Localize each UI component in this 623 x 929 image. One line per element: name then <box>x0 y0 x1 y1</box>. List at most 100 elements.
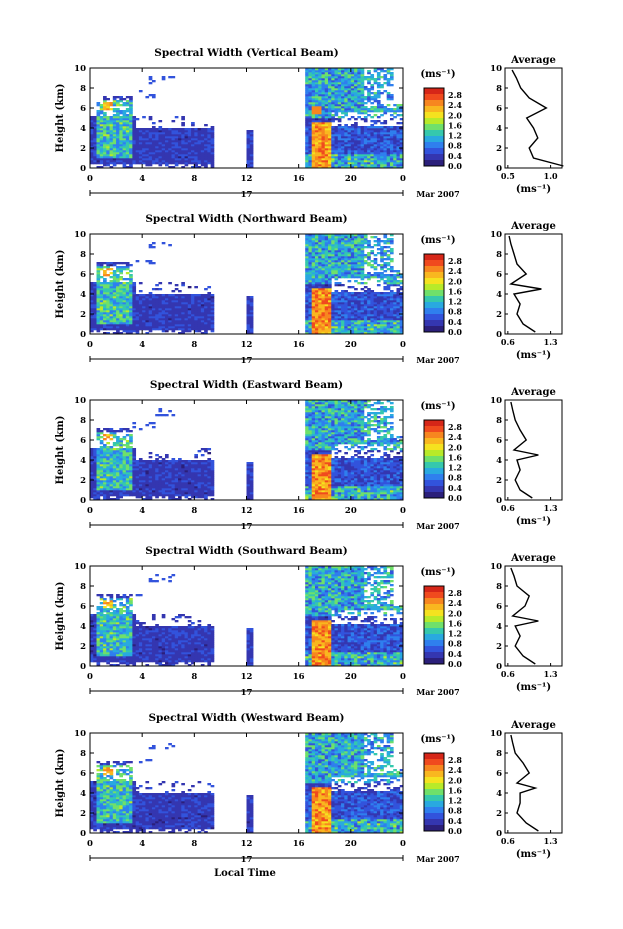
heatmap-cell <box>204 132 208 135</box>
heatmap-cell <box>109 138 114 141</box>
heatmap-cell <box>119 304 123 307</box>
heatmap-cell <box>363 320 368 323</box>
heatmap-cell <box>373 126 378 129</box>
heatmap-cell <box>151 160 156 163</box>
heatmap-cell <box>135 160 140 163</box>
heatmap-cell <box>308 270 313 273</box>
heatmap-cell <box>328 76 332 79</box>
heatmap-cell <box>360 278 365 281</box>
heatmap-cell <box>363 312 368 315</box>
heatmap-cell <box>373 304 378 307</box>
heatmap-cell <box>314 260 319 263</box>
heatmap-cell <box>328 276 332 279</box>
heatmap-cell <box>109 294 114 297</box>
heatmap-cell <box>132 292 137 295</box>
heatmap-cell <box>187 158 192 161</box>
heatmap-cell <box>145 136 150 139</box>
heatmap-cell <box>354 314 358 317</box>
heatmap-cell <box>122 158 127 161</box>
heatmap-cell <box>344 292 348 295</box>
heatmap-cell <box>344 328 348 331</box>
heatmap-cell <box>125 326 130 329</box>
heatmap-cell <box>116 326 120 329</box>
heatmap-cell <box>109 282 114 285</box>
heatmap-cell <box>122 114 127 117</box>
heatmap-cell <box>96 282 101 285</box>
heatmap-cell <box>347 158 352 161</box>
heatmap-cell <box>360 158 365 161</box>
heatmap-cell <box>148 262 153 265</box>
heatmap-cell <box>373 162 378 165</box>
heatmap-cell <box>344 140 348 143</box>
heatmap-cell <box>129 156 133 159</box>
heatmap-cell <box>367 128 371 131</box>
heatmap-cell <box>122 266 127 269</box>
heatmap-cell <box>350 250 355 253</box>
heatmap-cell <box>249 166 254 169</box>
heatmap-cell <box>103 150 107 153</box>
heatmap-cell <box>305 84 309 87</box>
heatmap-cell <box>103 158 107 161</box>
heatmap-cell <box>197 302 202 305</box>
heatmap-cell <box>367 96 371 99</box>
heatmap-cell <box>331 162 335 165</box>
heatmap-cell <box>207 286 212 289</box>
heatmap-cell <box>109 102 114 105</box>
heatmap-cell <box>125 464 130 467</box>
heatmap-cell <box>181 284 185 287</box>
heatmap-cell <box>380 314 384 317</box>
heatmap-cell <box>151 262 156 265</box>
heatmap-cell <box>96 144 101 147</box>
heatmap-cell <box>318 88 322 91</box>
heatmap-cell <box>135 296 140 299</box>
heatmap-cell <box>90 480 94 483</box>
heatmap-cell <box>350 94 355 97</box>
heatmap-cell <box>197 152 202 155</box>
heatmap-cell <box>314 100 319 103</box>
heatmap-cell <box>210 142 215 145</box>
heatmap-cell <box>142 318 146 321</box>
heatmap-cell <box>181 160 185 163</box>
heatmap-cell <box>321 68 326 71</box>
heatmap-cell <box>96 438 101 441</box>
heatmap-cell <box>389 162 394 165</box>
heatmap-cell <box>386 164 391 167</box>
heatmap-cell <box>106 128 110 131</box>
heatmap-cell <box>90 288 94 291</box>
heatmap-cell <box>344 76 348 79</box>
heatmap-cell <box>194 326 198 329</box>
heatmap-cell <box>200 162 205 165</box>
heatmap-cell <box>324 260 329 263</box>
heatmap-cell <box>393 162 397 165</box>
heatmap-cell <box>321 84 326 87</box>
heatmap-cell <box>311 282 316 285</box>
heatmap-cell <box>148 158 153 161</box>
heatmap-cell <box>135 154 140 157</box>
heatmap-cell <box>331 262 335 265</box>
heatmap-cell <box>249 134 254 137</box>
heatmap-cell <box>142 312 146 315</box>
heatmap-cell <box>360 166 365 169</box>
heatmap-cell <box>112 320 117 323</box>
heatmap-cell <box>324 302 329 305</box>
heatmap-cell <box>334 292 339 295</box>
heatmap-cell <box>370 300 375 303</box>
heatmap-cell <box>328 246 332 249</box>
heatmap-cell <box>155 156 159 159</box>
heatmap-cell <box>135 136 140 139</box>
heatmap-cell <box>383 126 388 129</box>
heatmap-cell <box>354 246 358 249</box>
heatmap-cell <box>367 94 371 97</box>
heatmap-cell <box>116 332 120 335</box>
heatmap-cell <box>370 316 375 319</box>
heatmap-cell <box>148 324 153 327</box>
heatmap-cell <box>132 148 137 151</box>
heatmap-cell <box>350 306 355 309</box>
heatmap-cell <box>194 140 198 143</box>
heatmap-cell <box>314 290 319 293</box>
heatmap-cell <box>389 322 394 325</box>
heatmap-cell <box>116 320 120 323</box>
heatmap-cell <box>360 78 365 81</box>
heatmap-cell <box>341 74 345 77</box>
heatmap-cell <box>106 324 110 327</box>
